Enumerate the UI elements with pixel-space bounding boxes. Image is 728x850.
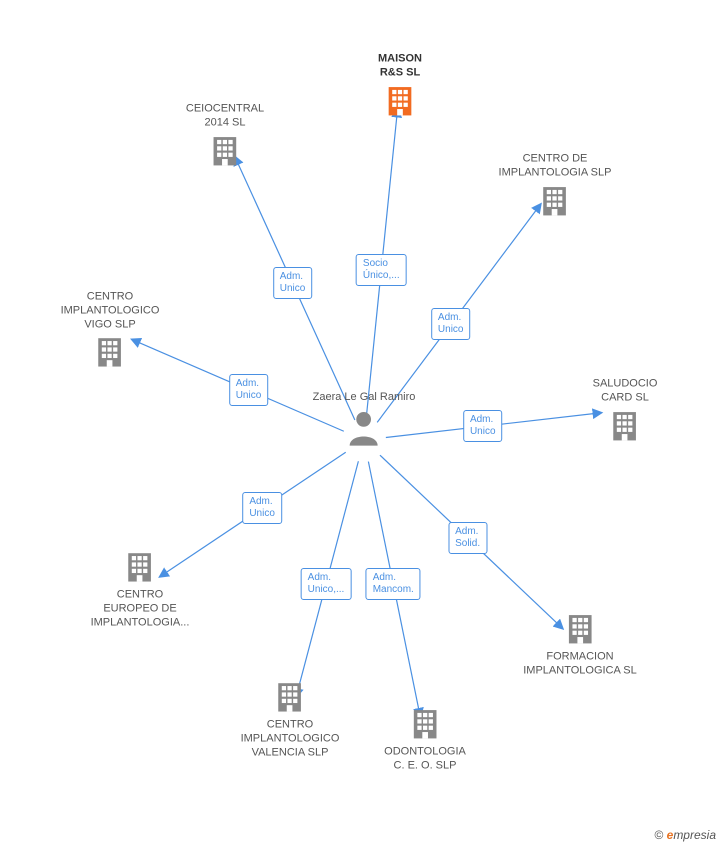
center-person-node[interactable]: Zaera Le Gal Ramiro: [313, 391, 416, 449]
company-node[interactable]: FORMACION IMPLANTOLOGICA SL: [523, 612, 637, 678]
company-node[interactable]: CENTRO DE IMPLANTOLOGIA SLP: [499, 152, 612, 218]
company-label: CENTRO DE IMPLANTOLOGIA SLP: [499, 152, 612, 180]
edge-label: Socio Único,...: [356, 254, 407, 286]
building-icon: [384, 707, 466, 741]
edge-label: Adm. Mancom.: [366, 568, 421, 600]
center-person-label: Zaera Le Gal Ramiro: [313, 391, 416, 405]
edge-label: Adm. Unico,...: [301, 568, 352, 600]
company-label: CENTRO IMPLANTOLOGICO VALENCIA SLP: [241, 718, 340, 759]
company-label: SALUDOCIO CARD SL: [593, 377, 658, 405]
edge-label: Adm. Unico: [229, 374, 269, 406]
company-label: ODONTOLOGIA C. E. O. SLP: [384, 745, 466, 773]
company-label: FORMACION IMPLANTOLOGICA SL: [523, 650, 637, 678]
copyright: © empresia: [654, 828, 716, 842]
person-icon: [313, 407, 416, 449]
building-icon: [499, 184, 612, 218]
building-icon: [61, 336, 160, 370]
building-icon: [91, 550, 190, 584]
edge-label: Adm. Unico: [273, 267, 313, 299]
building-icon: [241, 680, 340, 714]
company-label: CENTRO EUROPEO DE IMPLANTOLOGIA...: [91, 588, 190, 629]
company-label: MAISON R&S SL: [378, 52, 422, 80]
building-icon: [186, 134, 264, 168]
company-label: CENTRO IMPLANTOLOGICO VIGO SLP: [61, 290, 160, 331]
company-node[interactable]: CENTRO IMPLANTOLOGICO VALENCIA SLP: [241, 680, 340, 759]
company-label: CEIOCENTRAL 2014 SL: [186, 102, 264, 130]
company-node[interactable]: CENTRO IMPLANTOLOGICO VIGO SLP: [61, 290, 160, 369]
edge-label: Adm. Solid.: [448, 522, 487, 554]
edge-label: Adm. Unico: [431, 308, 471, 340]
company-node[interactable]: MAISON R&S SL: [378, 52, 422, 118]
building-icon: [523, 612, 637, 646]
copyright-brand: empresia: [667, 828, 716, 842]
company-node[interactable]: ODONTOLOGIA C. E. O. SLP: [384, 707, 466, 773]
company-node[interactable]: SALUDOCIO CARD SL: [593, 377, 658, 443]
copyright-symbol: ©: [654, 828, 663, 842]
building-icon: [593, 409, 658, 443]
edge-label: Adm. Unico: [242, 492, 282, 524]
company-node[interactable]: CEIOCENTRAL 2014 SL: [186, 102, 264, 168]
building-icon: [378, 84, 422, 118]
company-node[interactable]: CENTRO EUROPEO DE IMPLANTOLOGIA...: [91, 550, 190, 629]
edge-label: Adm. Unico: [463, 410, 503, 442]
